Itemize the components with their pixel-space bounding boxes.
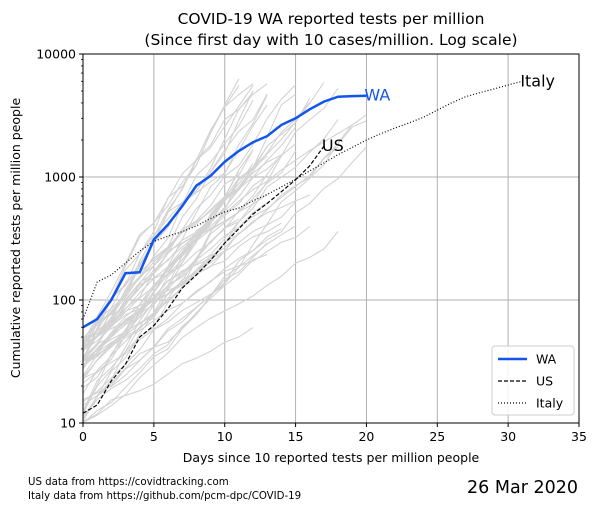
x-tick-label: 20 bbox=[358, 429, 374, 444]
background-line bbox=[82, 175, 268, 362]
background-line bbox=[82, 226, 311, 363]
background-line bbox=[82, 123, 353, 424]
y-tick-label: 100 bbox=[52, 293, 76, 308]
x-tick-label: 0 bbox=[79, 429, 87, 444]
background-line bbox=[82, 250, 225, 345]
legend: WA US Italy bbox=[491, 345, 575, 416]
y-tick-label: 1000 bbox=[44, 170, 76, 185]
end-label-us: US bbox=[322, 136, 344, 155]
legend-italy-label: Italy bbox=[536, 396, 564, 411]
background-lines bbox=[82, 78, 367, 424]
series-line-wa bbox=[82, 94, 367, 329]
x-tick-label: 15 bbox=[288, 429, 304, 444]
background-line bbox=[82, 84, 254, 343]
background-line bbox=[82, 85, 240, 362]
background-line bbox=[82, 146, 367, 419]
x-tick-label: 10 bbox=[217, 429, 233, 444]
chart-title-line1: COVID-19 WA reported tests per million bbox=[178, 10, 485, 28]
y-axis-ticks: 10 100 1000 10000 bbox=[36, 47, 83, 431]
legend-box bbox=[491, 345, 575, 416]
main-series-lines bbox=[82, 80, 523, 414]
end-label-wa: WA bbox=[364, 86, 390, 105]
background-line bbox=[82, 99, 254, 346]
date-stamp: 26 Mar 2020 bbox=[467, 478, 578, 498]
background-line bbox=[82, 146, 268, 412]
background-line bbox=[82, 149, 254, 415]
y-tick-label: 10 bbox=[60, 416, 76, 431]
background-line bbox=[82, 83, 268, 360]
plot-frame bbox=[82, 53, 580, 424]
background-line bbox=[82, 242, 268, 418]
background-line bbox=[82, 327, 254, 422]
background-line bbox=[82, 218, 240, 368]
background-line bbox=[82, 97, 311, 384]
x-axis-ticks: 0 5 10 15 20 25 30 35 bbox=[79, 423, 587, 444]
background-line bbox=[82, 91, 254, 349]
x-tick-label: 25 bbox=[429, 429, 445, 444]
footnote-us-source: US data from https://covidtracking.com bbox=[28, 477, 229, 488]
background-line bbox=[82, 120, 367, 361]
series-line-us bbox=[82, 145, 325, 414]
chart-title-line2: (Since first day with 10 cases/million. … bbox=[144, 31, 517, 49]
x-axis-label: Days since 10 reported tests per million… bbox=[183, 450, 480, 465]
background-line bbox=[82, 231, 339, 423]
background-line bbox=[82, 162, 254, 348]
background-line bbox=[82, 231, 240, 366]
background-line bbox=[82, 93, 296, 412]
background-line bbox=[82, 114, 367, 361]
legend-us-label: US bbox=[536, 374, 553, 389]
x-tick-label: 30 bbox=[500, 429, 516, 444]
y-axis-label: Cumulative reported tests per million pe… bbox=[8, 98, 23, 379]
legend-wa-label: WA bbox=[536, 352, 557, 367]
background-line bbox=[82, 149, 254, 349]
background-line bbox=[82, 202, 268, 358]
background-line bbox=[82, 228, 282, 379]
line-labels: WA US Italy bbox=[322, 71, 555, 155]
y-tick-label: 10000 bbox=[36, 47, 76, 62]
grid-lines bbox=[83, 54, 579, 423]
series-line-italy bbox=[82, 80, 523, 320]
x-tick-label: 5 bbox=[150, 429, 158, 444]
end-label-italy: Italy bbox=[520, 71, 555, 90]
x-tick-label: 35 bbox=[571, 429, 587, 444]
footnote-italy-source: Italy data from https://github.com/pcm-d… bbox=[28, 491, 301, 502]
